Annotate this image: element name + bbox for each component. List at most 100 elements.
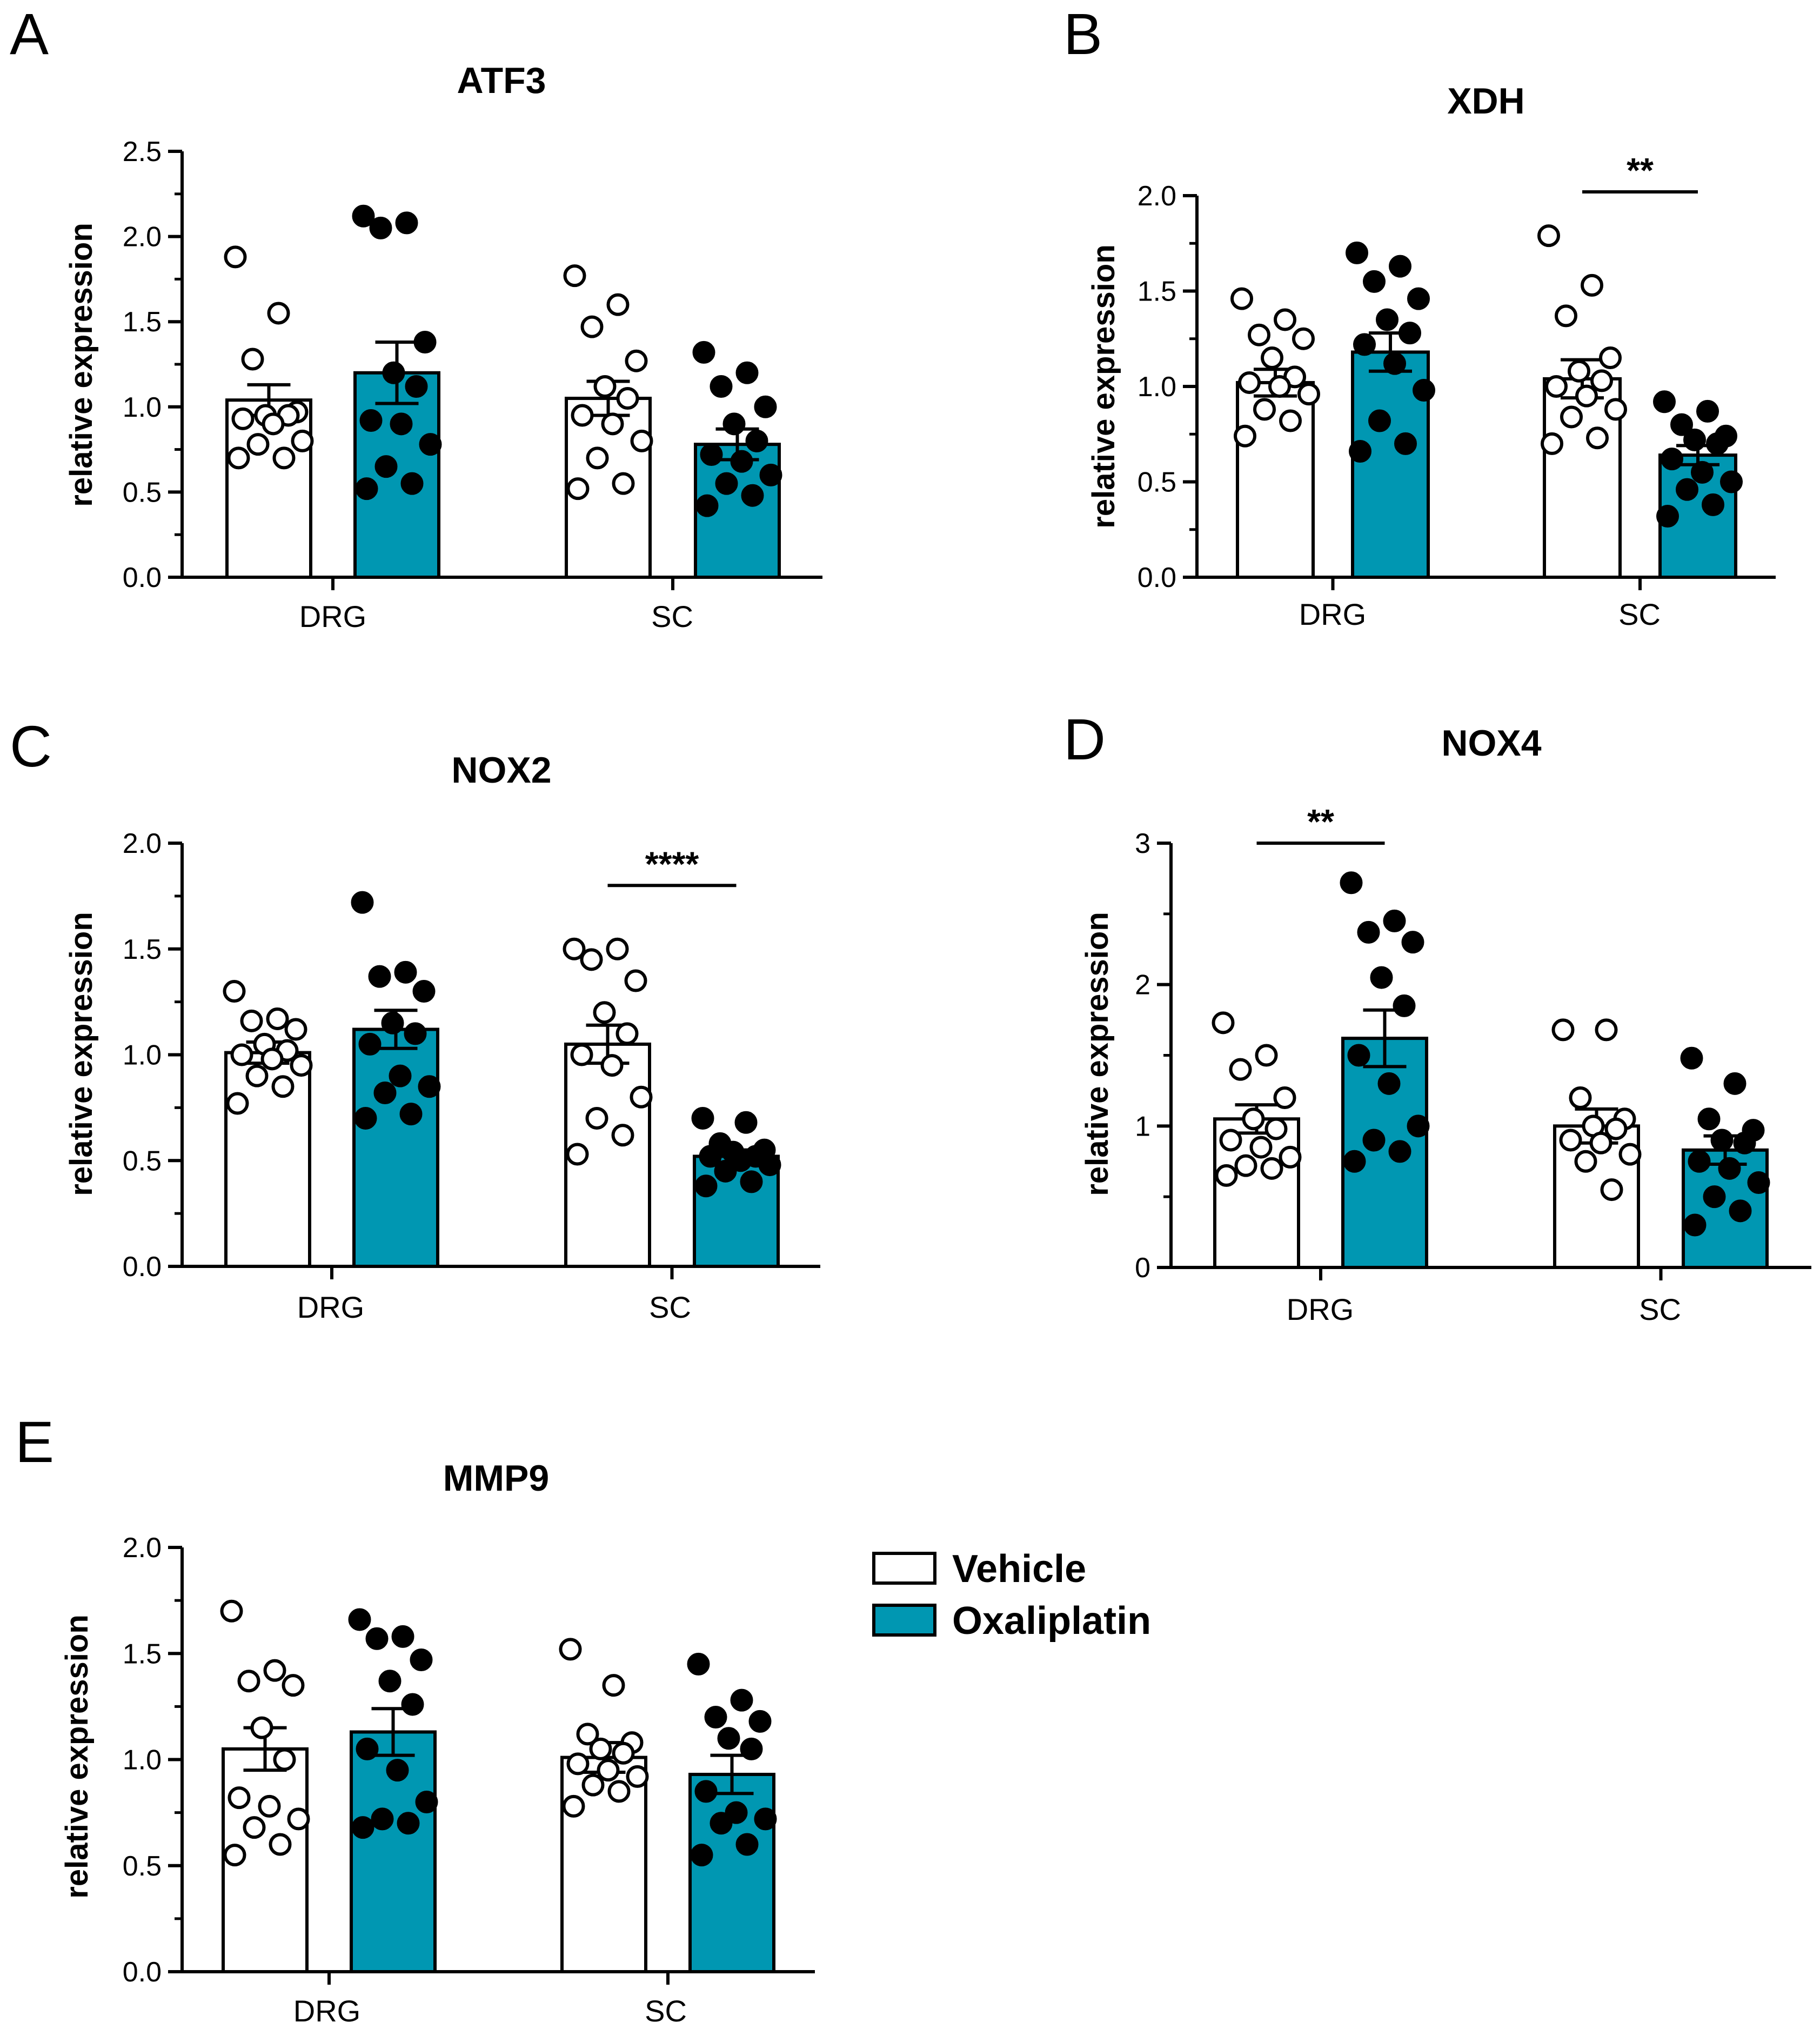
data-point bbox=[231, 407, 255, 430]
data-point bbox=[1747, 1171, 1770, 1194]
data-point bbox=[237, 1670, 260, 1693]
data-point bbox=[563, 937, 586, 960]
data-point bbox=[368, 965, 391, 988]
category-label-drg: DRG bbox=[299, 599, 366, 633]
panel-letter: E bbox=[15, 1409, 54, 1474]
data-point bbox=[630, 1085, 653, 1109]
data-point bbox=[266, 1007, 289, 1030]
panel-letter: C bbox=[10, 713, 52, 779]
bar-vehicle-drg bbox=[224, 1051, 311, 1268]
category-label-sc: SC bbox=[651, 599, 693, 633]
data-point bbox=[348, 1608, 371, 1631]
data-point bbox=[754, 1807, 777, 1831]
data-point bbox=[586, 446, 609, 470]
data-point bbox=[1604, 1117, 1628, 1140]
data-point bbox=[615, 1022, 639, 1045]
data-point bbox=[1212, 1011, 1235, 1034]
data-point bbox=[601, 412, 624, 436]
data-point bbox=[1399, 322, 1421, 345]
data-point bbox=[1376, 308, 1399, 331]
data-point bbox=[1718, 1157, 1741, 1180]
data-point bbox=[576, 1723, 599, 1746]
data-point bbox=[695, 494, 719, 517]
data-point bbox=[1688, 1150, 1711, 1173]
data-point bbox=[729, 1149, 752, 1172]
data-point bbox=[630, 429, 653, 452]
data-point bbox=[1680, 1046, 1703, 1070]
data-point bbox=[1242, 1107, 1265, 1131]
data-point bbox=[412, 980, 436, 1003]
category-label-drg: DRG bbox=[297, 1290, 364, 1324]
data-point bbox=[1661, 448, 1683, 471]
data-point bbox=[1343, 1150, 1366, 1173]
data-point bbox=[1347, 1044, 1370, 1067]
category-label-drg: DRG bbox=[1299, 597, 1366, 631]
data-point bbox=[562, 1794, 585, 1818]
data-point bbox=[1401, 931, 1424, 954]
data-point bbox=[1697, 1107, 1721, 1131]
data-point bbox=[691, 1106, 714, 1130]
data-point bbox=[1560, 405, 1583, 429]
data-point bbox=[1595, 1018, 1618, 1042]
data-point bbox=[410, 1648, 433, 1672]
data-point bbox=[1541, 432, 1563, 455]
data-point bbox=[1537, 224, 1560, 248]
data-point bbox=[1676, 478, 1698, 501]
data-point bbox=[1600, 1178, 1623, 1202]
data-point bbox=[740, 1737, 763, 1760]
data-point bbox=[597, 1759, 620, 1782]
data-point bbox=[1559, 1129, 1582, 1152]
y-tick-label: 1.5 bbox=[123, 306, 162, 338]
data-point bbox=[717, 1727, 740, 1750]
y-tick-label: 2.0 bbox=[123, 1532, 162, 1564]
data-point bbox=[1215, 1164, 1238, 1187]
panel-letter: D bbox=[1063, 706, 1106, 772]
data-point bbox=[566, 477, 590, 500]
data-point bbox=[1555, 304, 1577, 328]
category-label-sc: SC bbox=[649, 1290, 691, 1324]
data-point bbox=[382, 361, 405, 384]
data-point bbox=[390, 412, 413, 436]
y-tick-label: 2.0 bbox=[1138, 181, 1176, 212]
y-axis-label: relative expression bbox=[1086, 244, 1121, 529]
data-point bbox=[419, 433, 442, 456]
data-point bbox=[260, 1047, 284, 1071]
data-point bbox=[352, 204, 375, 228]
data-point bbox=[725, 1801, 748, 1824]
data-point bbox=[1683, 1213, 1707, 1237]
data-point bbox=[355, 477, 378, 500]
data-point bbox=[1229, 1058, 1252, 1081]
data-point bbox=[230, 1043, 253, 1066]
data-point bbox=[1279, 409, 1302, 432]
y-axis-label: relative expression bbox=[1080, 912, 1115, 1196]
data-point bbox=[1703, 1185, 1726, 1209]
data-point bbox=[365, 1627, 389, 1650]
y-tick-label: 0.5 bbox=[1138, 467, 1176, 498]
data-point bbox=[356, 1737, 379, 1760]
data-point bbox=[405, 375, 428, 398]
data-point bbox=[1696, 399, 1719, 423]
data-point bbox=[715, 472, 738, 495]
data-point bbox=[223, 1844, 246, 1867]
y-tick-label: 0.5 bbox=[123, 1145, 162, 1177]
y-tick-label: 2.5 bbox=[123, 136, 162, 168]
data-point bbox=[1393, 994, 1416, 1017]
data-point bbox=[351, 1816, 374, 1839]
data-point bbox=[1656, 505, 1679, 528]
data-point bbox=[227, 446, 250, 470]
data-point bbox=[741, 484, 764, 507]
data-point bbox=[1273, 1086, 1296, 1109]
data-point bbox=[1545, 375, 1568, 398]
data-point bbox=[612, 472, 635, 495]
panel-xdh: B XDH relative expression DRG SC 0.0 0.5 1… bbox=[1063, 1, 1776, 631]
chart-title: NOX4 bbox=[1441, 723, 1541, 764]
data-point bbox=[1589, 1131, 1612, 1154]
data-point bbox=[358, 1032, 382, 1056]
data-point bbox=[722, 412, 746, 436]
data-point bbox=[570, 1043, 593, 1066]
data-point bbox=[1710, 1129, 1734, 1152]
data-point bbox=[625, 349, 648, 372]
data-point bbox=[1268, 375, 1291, 398]
data-point bbox=[400, 472, 424, 495]
